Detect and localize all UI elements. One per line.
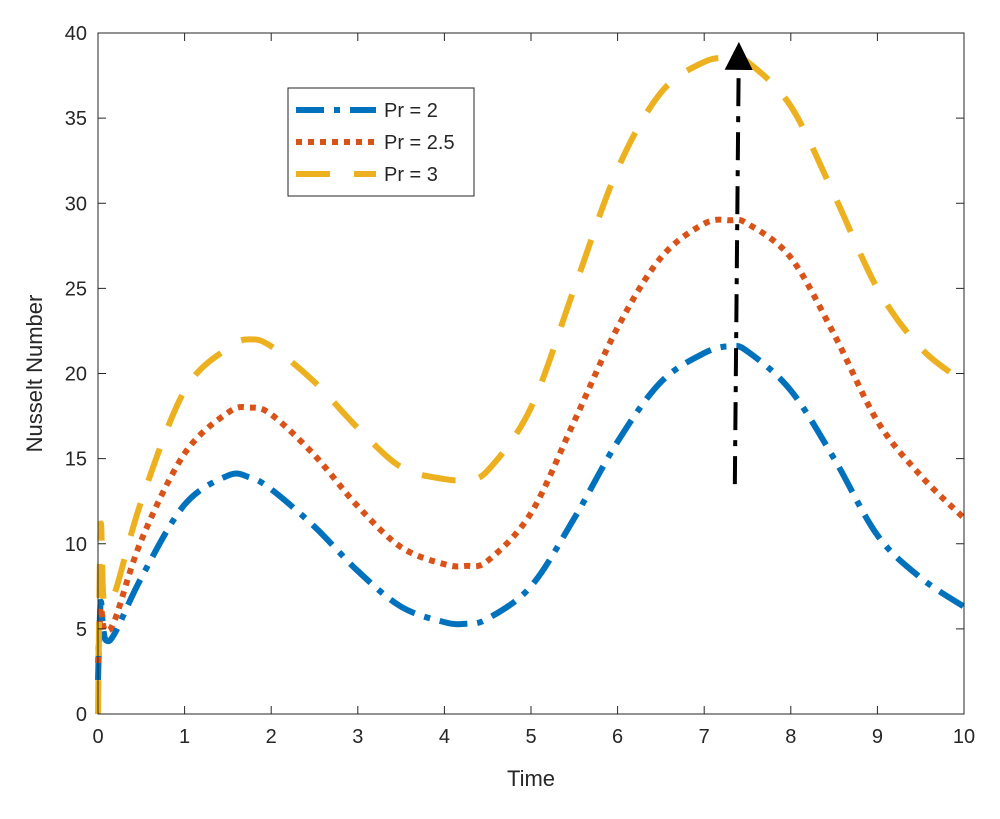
y-tick-label: 5 — [76, 619, 87, 641]
y-tick-label: 0 — [76, 704, 87, 726]
y-tick-label: 10 — [65, 534, 87, 556]
legend-label-1: Pr = 2 — [384, 100, 438, 122]
legend-box — [287, 87, 475, 197]
y-tick-label: 30 — [65, 193, 87, 215]
x-axis-ticks: 0 1 2 3 4 5 6 7 8 9 10 — [92, 33, 975, 748]
legend-label-3: Pr = 3 — [384, 164, 438, 186]
x-tick-label: 10 — [953, 726, 975, 748]
x-tick-label: 6 — [612, 726, 623, 748]
y-axis-title: Nusselt Number — [22, 295, 47, 453]
annotation-arrow-1 — [724, 41, 753, 485]
y-axis-ticks: 0 5 10 15 20 25 30 35 40 — [65, 23, 964, 726]
x-tick-label: 3 — [352, 726, 363, 748]
series-layer — [95, 54, 967, 715]
x-tick-label: 1 — [179, 726, 190, 748]
x-tick-label: 8 — [785, 726, 796, 748]
x-tick-label: 7 — [699, 726, 710, 748]
y-tick-label: 35 — [65, 108, 87, 130]
y-tick-label: 25 — [65, 278, 87, 300]
x-tick-label: 2 — [266, 726, 277, 748]
x-tick-label: 0 — [92, 726, 103, 748]
annotation-layer — [724, 41, 753, 485]
legend: Pr = 2 Pr = 2.5 Pr = 3 — [287, 87, 475, 197]
x-tick-label: 5 — [525, 726, 536, 748]
series-line-2 — [95, 216, 967, 664]
plot-area — [98, 33, 964, 714]
y-tick-label: 15 — [65, 449, 87, 471]
x-axis-title: Time — [507, 766, 555, 791]
y-tick-label: 20 — [65, 364, 87, 386]
x-tick-label: 4 — [439, 726, 450, 748]
x-tick-label: 9 — [872, 726, 883, 748]
series-line-3 — [95, 54, 966, 715]
legend-label-2: Pr = 2.5 — [384, 132, 455, 154]
series-line-1 — [95, 342, 966, 681]
y-tick-label: 40 — [65, 23, 87, 45]
